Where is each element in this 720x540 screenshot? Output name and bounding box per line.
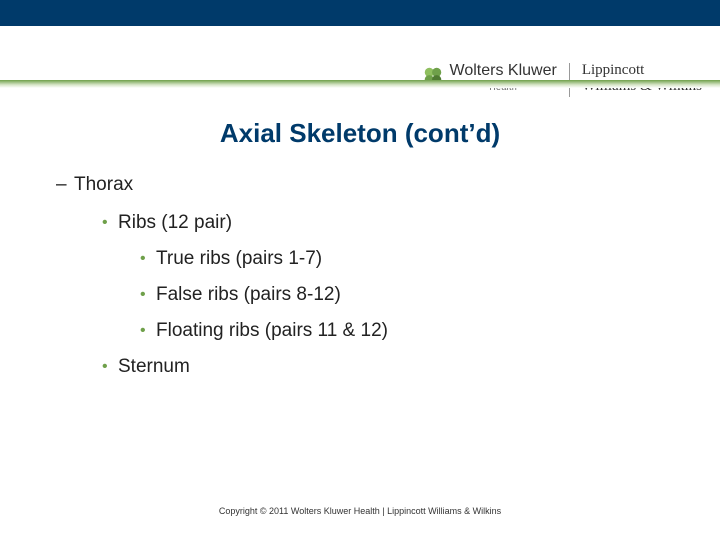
slide: Wolters Kluwer Health Lippincott William… (0, 0, 720, 540)
bullet-icon: • (140, 322, 156, 340)
brand-block: Wolters Kluwer Health Lippincott William… (422, 54, 702, 102)
bullet-icon: • (140, 286, 156, 304)
lvl2b-text: Sternum (118, 356, 190, 377)
wolters-kluwer-logo: Wolters Kluwer Health (422, 63, 557, 92)
logo-bar: Wolters Kluwer Health Lippincott William… (0, 26, 720, 80)
outline-level2-ribs: •Ribs (12 pair) (102, 212, 676, 234)
lvl1-text: Thorax (74, 174, 133, 195)
lww-logo: Lippincott Williams & Wilkins (582, 62, 702, 95)
slide-title: Axial Skeleton (cont’d) (0, 118, 720, 149)
green-gradient-bar (0, 80, 720, 88)
lvl3a-text: True ribs (pairs 1-7) (156, 248, 322, 269)
top-bar (0, 0, 720, 26)
copyright-footer: Copyright © 2011 Wolters Kluwer Health |… (0, 506, 720, 516)
outline-level3-floating: •Floating ribs (pairs 11 & 12) (140, 320, 676, 342)
wk-text-block: Wolters Kluwer Health (450, 63, 557, 92)
bullet-icon: • (102, 214, 118, 232)
bullet-icon: • (140, 250, 156, 268)
lww-line1: Lippincott (582, 62, 702, 79)
content-block: –Thorax •Ribs (12 pair) •True ribs (pair… (56, 174, 676, 392)
dash-bullet: – (56, 174, 74, 196)
bullet-icon: • (102, 358, 118, 376)
lvl3b-text: False ribs (pairs 8-12) (156, 284, 341, 305)
lvl2a-text: Ribs (12 pair) (118, 212, 232, 233)
outline-level2-sternum: •Sternum (102, 356, 676, 378)
outline-level3-false: •False ribs (pairs 8-12) (140, 284, 676, 306)
outline-level1: –Thorax (56, 174, 676, 196)
wk-name: Wolters Kluwer (450, 63, 557, 80)
lvl3c-text: Floating ribs (pairs 11 & 12) (156, 320, 388, 341)
outline-level3-true: •True ribs (pairs 1-7) (140, 248, 676, 270)
